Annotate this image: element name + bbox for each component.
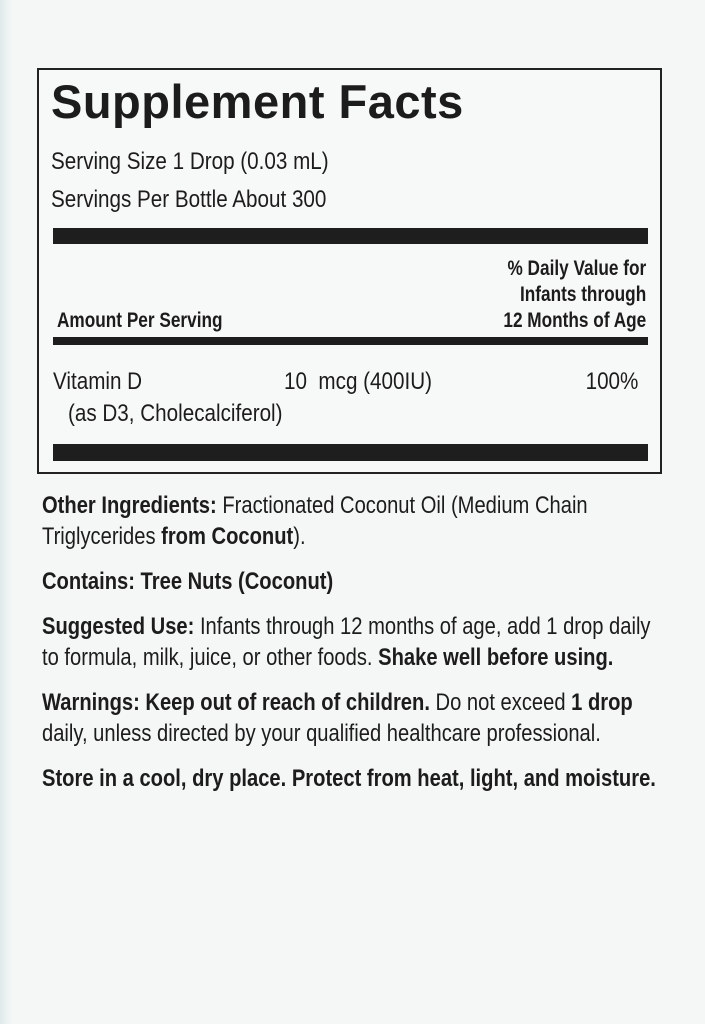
dv-header-line: 12 Months of Age — [503, 309, 646, 332]
text: daily, unless directed by your qualified… — [42, 720, 601, 747]
amount-per-serving-header: Amount Per Serving — [57, 309, 223, 332]
thick-divider — [53, 228, 648, 244]
dv-header-line: % Daily Value for — [507, 257, 646, 280]
other-ingredients-paragraph: Other Ingredients: Fractionated Coconut … — [42, 490, 664, 552]
bottom-divider — [53, 444, 648, 461]
supplement-facts-panel: Supplement Facts Serving Size 1 Drop (0.… — [37, 68, 662, 474]
bold-text: Warnings: Keep out of reach of children. — [42, 689, 430, 716]
label-text: Other Ingredients: Fractionated Coconut … — [42, 490, 664, 808]
nutrient-source: (as D3, Cholecalciferol) — [68, 400, 283, 427]
bold-text: 1 drop — [571, 689, 633, 716]
daily-value-header: % Daily Value for Infants through 12 Mon… — [503, 256, 646, 334]
warnings-paragraph: Warnings: Keep out of reach of children.… — [42, 687, 664, 749]
bold-text: Store in a cool, dry place. Protect from… — [42, 765, 656, 792]
nutrient-amount: 10 mcg (400IU) — [284, 368, 432, 395]
thin-divider — [53, 337, 648, 345]
serving-size: Serving Size 1 Drop (0.03 mL) — [51, 148, 329, 175]
nutrient-dv: 100% — [585, 368, 638, 395]
bold-text: Suggested Use: — [42, 613, 195, 640]
dv-header-line: Infants through — [519, 283, 646, 306]
bold-text: from Coconut — [161, 523, 294, 550]
facts-title: Supplement Facts — [51, 75, 464, 128]
suggested-use-paragraph: Suggested Use: Infants through 12 months… — [42, 611, 664, 673]
nutrient-name: Vitamin D — [53, 368, 143, 395]
text: Fractionated Coconut Oil (Medium Chain T… — [42, 492, 588, 550]
text: Do not exceed — [429, 689, 572, 716]
storage-paragraph: Store in a cool, dry place. Protect from… — [42, 763, 664, 794]
bold-text: Other Ingredients: — [42, 492, 217, 519]
servings-per-bottle: Servings Per Bottle About 300 — [51, 186, 327, 213]
bold-text: Contains: Tree Nuts (Coconut) — [42, 568, 334, 595]
text: ). — [293, 523, 306, 550]
package-edge — [0, 0, 12, 1024]
text: Infants through 12 months of age, add 1 … — [42, 613, 651, 671]
contains-paragraph: Contains: Tree Nuts (Coconut) — [42, 566, 664, 597]
bold-text: Shake well before using. — [378, 644, 614, 671]
